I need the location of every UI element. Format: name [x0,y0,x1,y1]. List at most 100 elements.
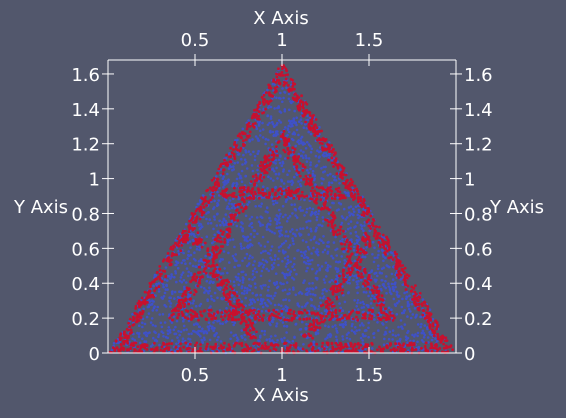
blue-point [204,254,207,258]
red-point [127,321,130,325]
blue-point [376,267,380,271]
blue-point [282,182,286,185]
blue-point [261,136,265,139]
red-point [384,253,387,256]
blue-point [260,287,264,290]
red-point [321,186,324,190]
red-point [128,325,132,329]
red-point [274,191,278,195]
red-point [293,93,297,96]
blue-point [257,242,261,245]
red-point [256,117,259,121]
red-point [221,233,224,236]
red-point [216,171,219,175]
blue-point [252,150,255,154]
red-point [333,284,337,288]
blue-point [285,198,289,201]
blue-point [235,181,238,185]
blue-point [354,225,357,228]
red-point [265,195,268,199]
blue-point [198,248,201,252]
blue-point [308,282,311,285]
blue-point [266,251,270,255]
red-point [202,270,206,273]
red-point [417,308,421,312]
blue-point [309,167,312,171]
blue-point [316,329,320,332]
blue-point [328,154,331,157]
red-point [273,197,276,201]
red-point [233,155,236,159]
red-point [310,327,314,331]
red-point [280,192,284,196]
red-point [339,345,343,349]
blue-point [224,213,228,216]
blue-point [163,278,167,281]
blue-point [288,340,291,344]
blue-point [186,241,190,245]
red-point [345,271,349,275]
red-point [211,248,214,252]
red-point [143,302,147,306]
red-point [131,315,135,319]
red-point [228,290,232,294]
blue-point [263,301,267,305]
red-point [252,125,256,129]
red-point [359,203,363,207]
blue-point [269,294,273,298]
blue-point [168,329,171,333]
blue-point [262,107,265,111]
red-point [305,177,309,181]
blue-point [263,189,267,192]
red-point [351,346,355,349]
blue-point [242,292,246,295]
blue-point [222,250,226,253]
blue-point [314,228,318,232]
red-point [232,191,236,195]
blue-point [253,158,257,162]
red-point [368,243,371,246]
blue-point [177,329,180,333]
red-point [318,130,321,133]
red-point [191,315,195,318]
red-point [380,238,384,241]
red-point [248,333,252,337]
red-point [339,193,343,197]
red-point [238,342,242,346]
blue-point [237,172,241,176]
red-point [194,290,198,294]
red-point [220,346,224,350]
blue-point [279,212,282,216]
red-point [326,296,330,300]
blue-point [380,278,384,282]
blue-point [352,278,355,282]
red-point [195,276,199,279]
red-point [294,160,298,164]
red-point [395,348,399,352]
blue-point [241,127,245,131]
blue-point [373,296,376,300]
red-point [338,309,342,313]
blue-point [184,222,188,226]
blue-point [205,217,208,221]
red-point [391,258,395,261]
blue-point [419,325,423,329]
red-point [216,235,220,239]
blue-point [286,180,290,183]
blue-point [355,280,359,284]
red-point [279,316,282,320]
red-point [345,179,348,183]
red-point [428,323,432,327]
red-point [139,346,143,350]
blue-point [162,345,166,349]
blue-point [266,187,269,190]
blue-point [309,227,313,231]
blue-point [297,180,300,183]
blue-point [343,259,347,262]
red-point [340,291,344,295]
blue-point [283,288,287,292]
red-point [366,345,369,349]
red-point [277,67,280,71]
blue-point [189,253,193,257]
blue-point [274,334,277,338]
